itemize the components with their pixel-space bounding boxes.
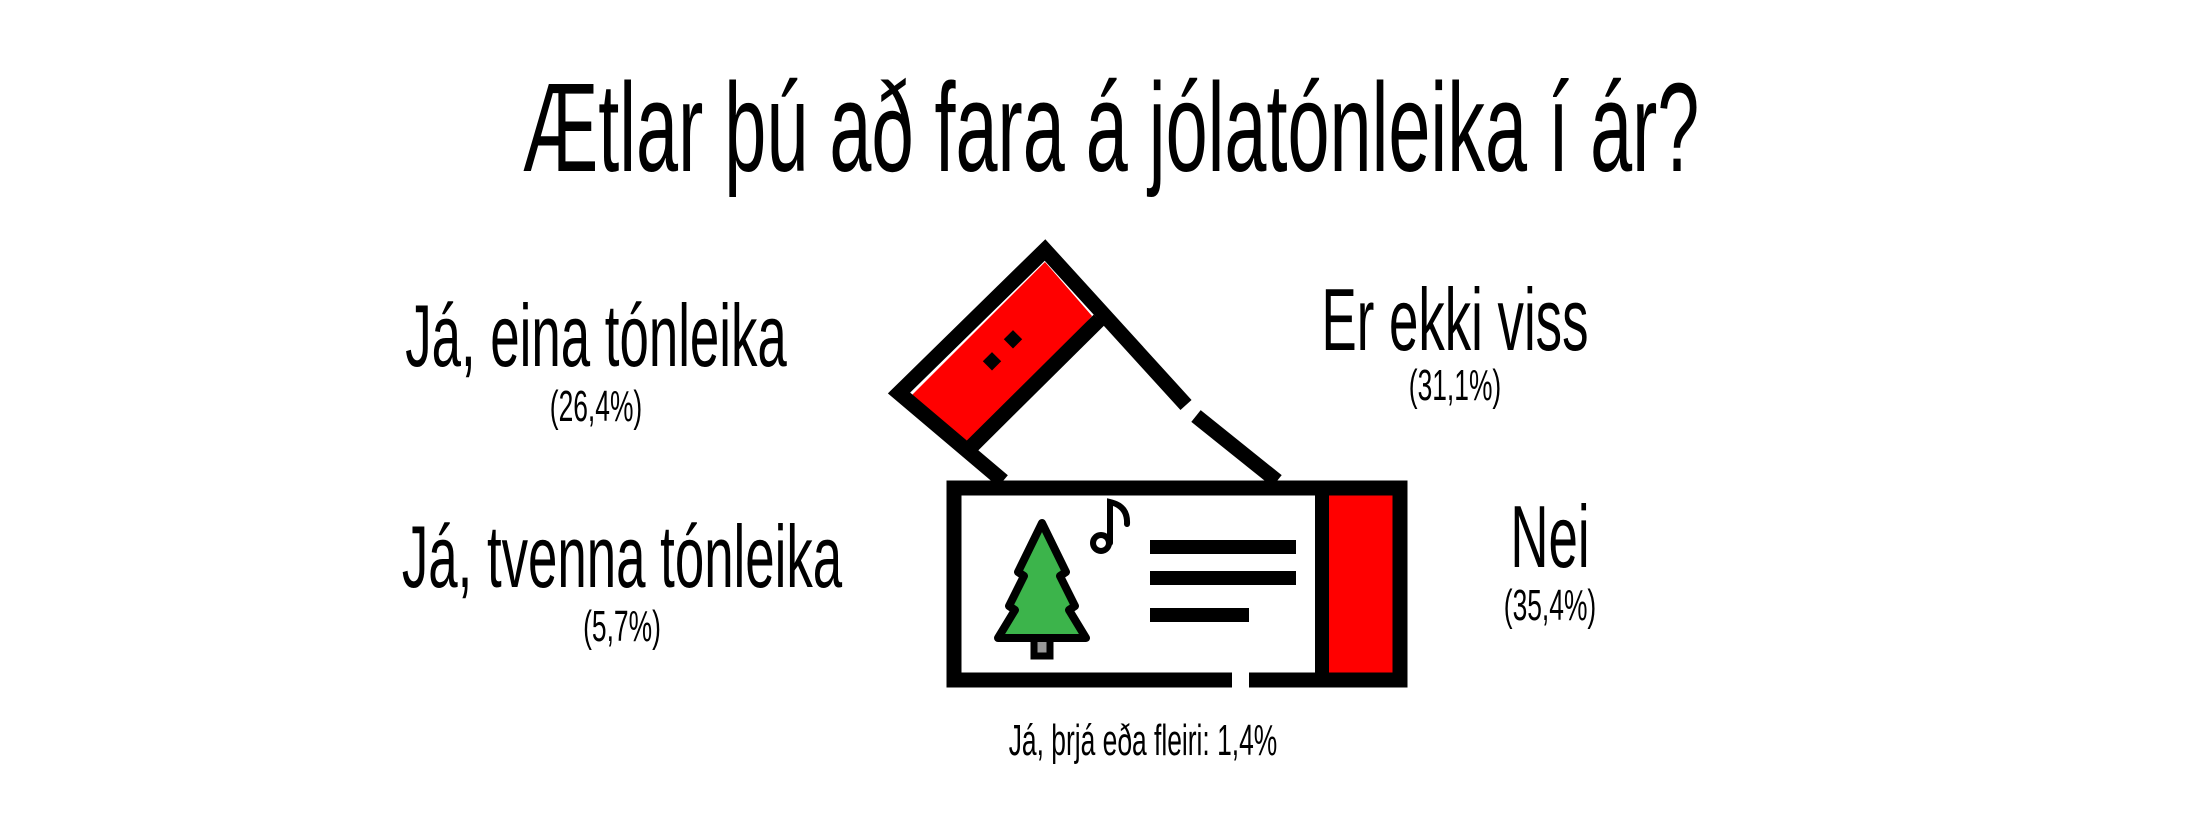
ticket-stub: [1329, 494, 1396, 676]
answer-percent-no: (35,4%): [1503, 581, 1597, 630]
text-line: [1150, 608, 1249, 622]
footnote-three-or-more: Já, þrjá eða fleiri: 1,4%: [1008, 716, 1278, 765]
page-title: Ætlar þú að fara á jólatónleika í ár?: [522, 57, 1700, 198]
answer-percent-not-sure: (31,1%): [1408, 361, 1502, 410]
back-ticket-icon: [887, 239, 1282, 487]
music-note-icon: [1090, 498, 1131, 554]
front-ticket-icon: [946, 480, 1408, 688]
answer-label-no: Nei: [1510, 487, 1590, 586]
answer-label-one-concert: Já, eina tónleika: [405, 286, 787, 385]
text-line: [1150, 571, 1296, 585]
answer-label-two-concerts: Já, tvenna tónleika: [401, 507, 843, 606]
answer-percent-two-concerts: (5,7%): [583, 602, 661, 651]
answer-label-not-sure: Er ekki viss: [1321, 270, 1589, 369]
text-line: [1150, 540, 1296, 554]
answer-percent-one-concert: (26,4%): [549, 382, 643, 431]
christmas-tree-icon: [994, 519, 1090, 660]
